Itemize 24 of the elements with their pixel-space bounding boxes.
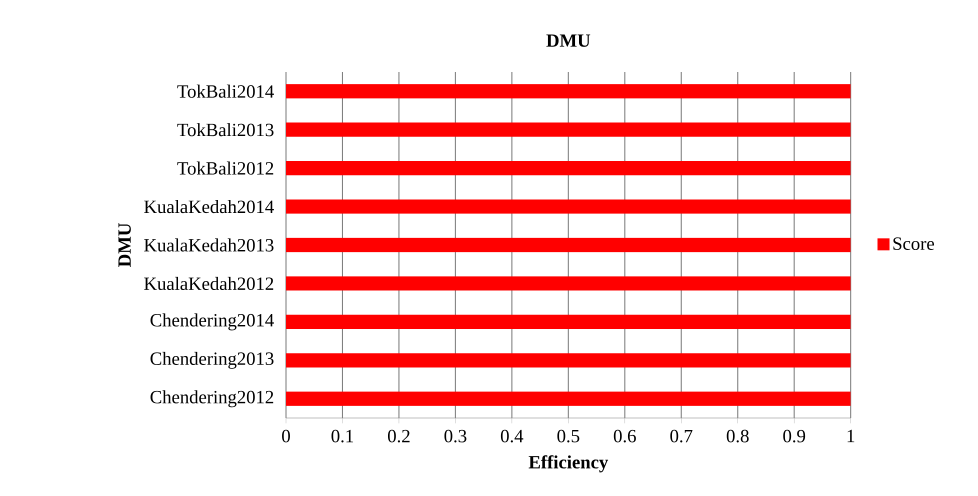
y-tick-label: Chendering2012 bbox=[150, 390, 274, 408]
x-tick-label: 0.6 bbox=[614, 430, 636, 442]
chart-title: DMU bbox=[546, 34, 590, 47]
x-tick-label: 0.7 bbox=[670, 430, 692, 442]
y-tick-label: Chendering2014 bbox=[150, 313, 274, 330]
y-tick-label: KualaKedah2014 bbox=[144, 200, 274, 214]
y-tick-label: KualaKedah2013 bbox=[144, 238, 274, 252]
x-tick-label: 0.1 bbox=[332, 430, 354, 442]
x-tick-label: 0.9 bbox=[783, 430, 806, 442]
x-tick-label: 0.8 bbox=[726, 430, 749, 442]
y-tick-label: TokBali2012 bbox=[177, 162, 274, 175]
x-tick-label: 1 bbox=[848, 430, 854, 442]
x-tick-label: 0 bbox=[282, 430, 290, 442]
y-tick-label: TokBali2014 bbox=[177, 84, 274, 98]
y-tick-label: Chendering2013 bbox=[150, 352, 274, 369]
x-tick-label: 0.5 bbox=[557, 430, 580, 442]
y-tick-label: KualaKedah2012 bbox=[144, 276, 274, 290]
x-tick-label: 0.2 bbox=[388, 430, 410, 442]
legend-label: Score bbox=[893, 237, 934, 250]
x-axis-title: Efficiency bbox=[528, 455, 608, 472]
y-tick-label: TokBali2013 bbox=[177, 123, 274, 136]
x-tick-label: 0.3 bbox=[444, 430, 466, 442]
x-tick-label: 0.4 bbox=[500, 430, 524, 442]
y-axis-title: DMU bbox=[118, 223, 131, 267]
